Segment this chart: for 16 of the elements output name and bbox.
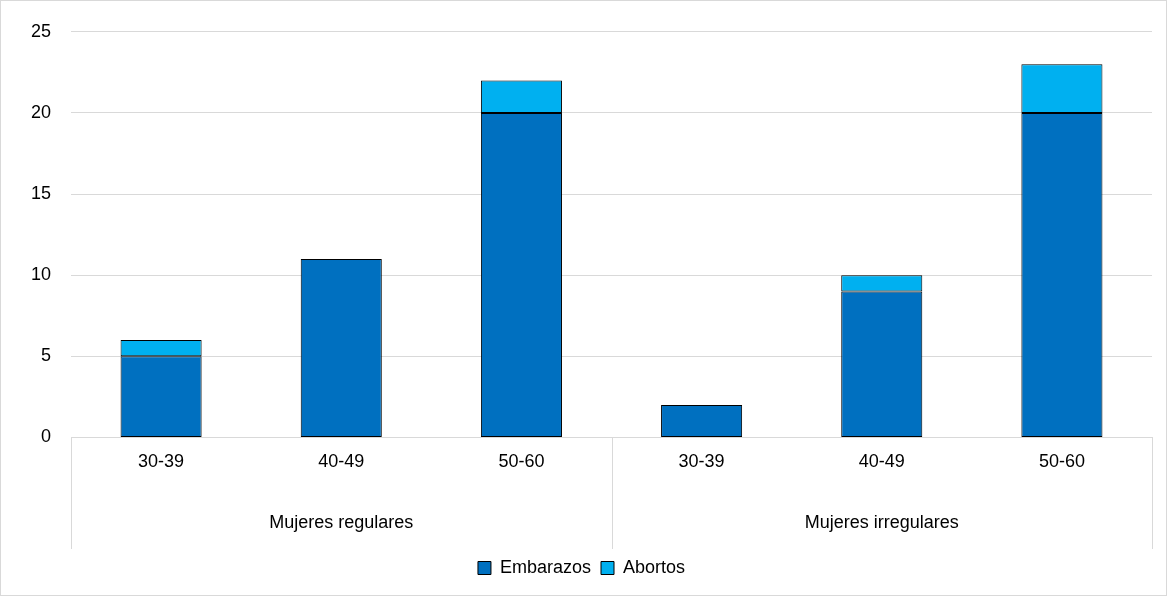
- y-tick-label: 0: [41, 426, 52, 447]
- x-tick-label: 50-60: [1038, 451, 1085, 472]
- legend-label: Abortos: [623, 556, 686, 577]
- x-tick-label: 30-39: [138, 451, 185, 472]
- text: Mujeres regulares: [269, 511, 414, 532]
- text: Mujeres irregulares: [804, 511, 959, 532]
- y-tick-label: 15: [30, 183, 52, 204]
- x-tick-label: 40-49: [318, 451, 365, 472]
- y-tick-label: 20: [30, 101, 52, 122]
- y-tick-label: 25: [30, 20, 52, 41]
- y-tick-label: 10: [30, 264, 52, 285]
- legend-label: Embarazos: [499, 556, 592, 577]
- y-tick-label: 5: [41, 345, 52, 366]
- x-tick-label: 30-39: [678, 451, 725, 472]
- x-tick-label: 40-49: [858, 451, 905, 472]
- x-tick-label: 50-60: [498, 451, 545, 472]
